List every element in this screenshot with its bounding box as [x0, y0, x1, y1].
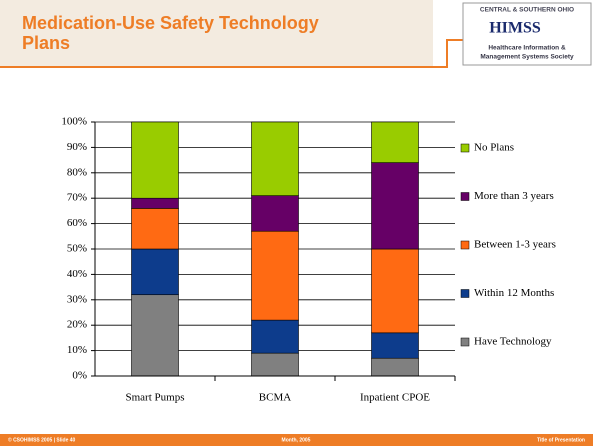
y-tick-label: 90%	[67, 141, 87, 153]
legend-swatch	[460, 289, 470, 298]
legend-swatch	[460, 192, 470, 201]
bar-segment	[251, 195, 299, 232]
y-tick-label: 40%	[67, 268, 87, 280]
title-rule	[0, 66, 433, 68]
footer-bar	[0, 434, 593, 446]
chart: 0% 10% 20% 30% 40% 50% 60% 70% 80% 90% 100% Smart P…	[61, 116, 556, 404]
y-tick-label: 30%	[67, 293, 87, 305]
title-line: Plans	[22, 33, 70, 53]
y-tick-label: 80%	[67, 166, 87, 178]
bar-segment	[371, 248, 419, 334]
legend-label: Within 12 Months	[474, 287, 554, 299]
bar-segment	[251, 352, 299, 377]
y-tick-label: 70%	[67, 192, 87, 204]
y-tick-label: 10%	[67, 344, 87, 356]
title-line: Medication-Use Safety Technology	[22, 13, 319, 33]
y-tick-label: 60%	[67, 217, 87, 229]
legend-swatch	[460, 240, 470, 250]
bar-segment	[131, 248, 179, 296]
y-tick-label: 0%	[72, 370, 87, 382]
bar-segment	[371, 121, 419, 163]
bar-segment	[131, 197, 179, 209]
y-tick-label: 20%	[67, 319, 87, 331]
legend-swatch	[460, 337, 470, 347]
bar-segment	[371, 357, 419, 377]
logo-line: Healthcare Information &	[488, 45, 566, 52]
x-tick-label: Smart Pumps	[126, 392, 185, 404]
legend-swatch	[460, 143, 470, 153]
connector	[433, 39, 463, 68]
x-tick-label: Inpatient CPOE	[360, 392, 430, 404]
legend-label: Have Technology	[474, 336, 552, 348]
bar-segment	[251, 230, 299, 321]
bar-segment	[251, 319, 299, 354]
x-tick-label: BCMA	[259, 392, 291, 404]
logo-name: HIMSS	[489, 20, 541, 37]
footer-right: Title of Presentation	[537, 437, 585, 443]
legend-label: More than 3 years	[474, 190, 554, 202]
bar-segment	[131, 208, 179, 250]
bar-segment	[371, 162, 419, 250]
logo-top: CENTRAL & SOUTHERN OHIO	[480, 7, 574, 14]
bar-segment	[251, 121, 299, 196]
footer-center: Month, 2005	[282, 437, 311, 443]
bar-segment	[131, 294, 179, 377]
footer-left: © CSOHIMSS 2005 | Slide 40	[8, 436, 76, 443]
bar-segment	[371, 332, 419, 359]
y-tick-label: 100%	[61, 116, 87, 128]
legend-label: No Plans	[474, 142, 514, 154]
title-box	[0, 0, 433, 68]
y-tick-label: 50%	[67, 243, 87, 255]
logo-line: Management Systems Society	[480, 54, 574, 61]
logo	[462, 2, 592, 66]
bar-segment	[131, 121, 179, 199]
legend-label: Between 1-3 years	[474, 239, 556, 251]
